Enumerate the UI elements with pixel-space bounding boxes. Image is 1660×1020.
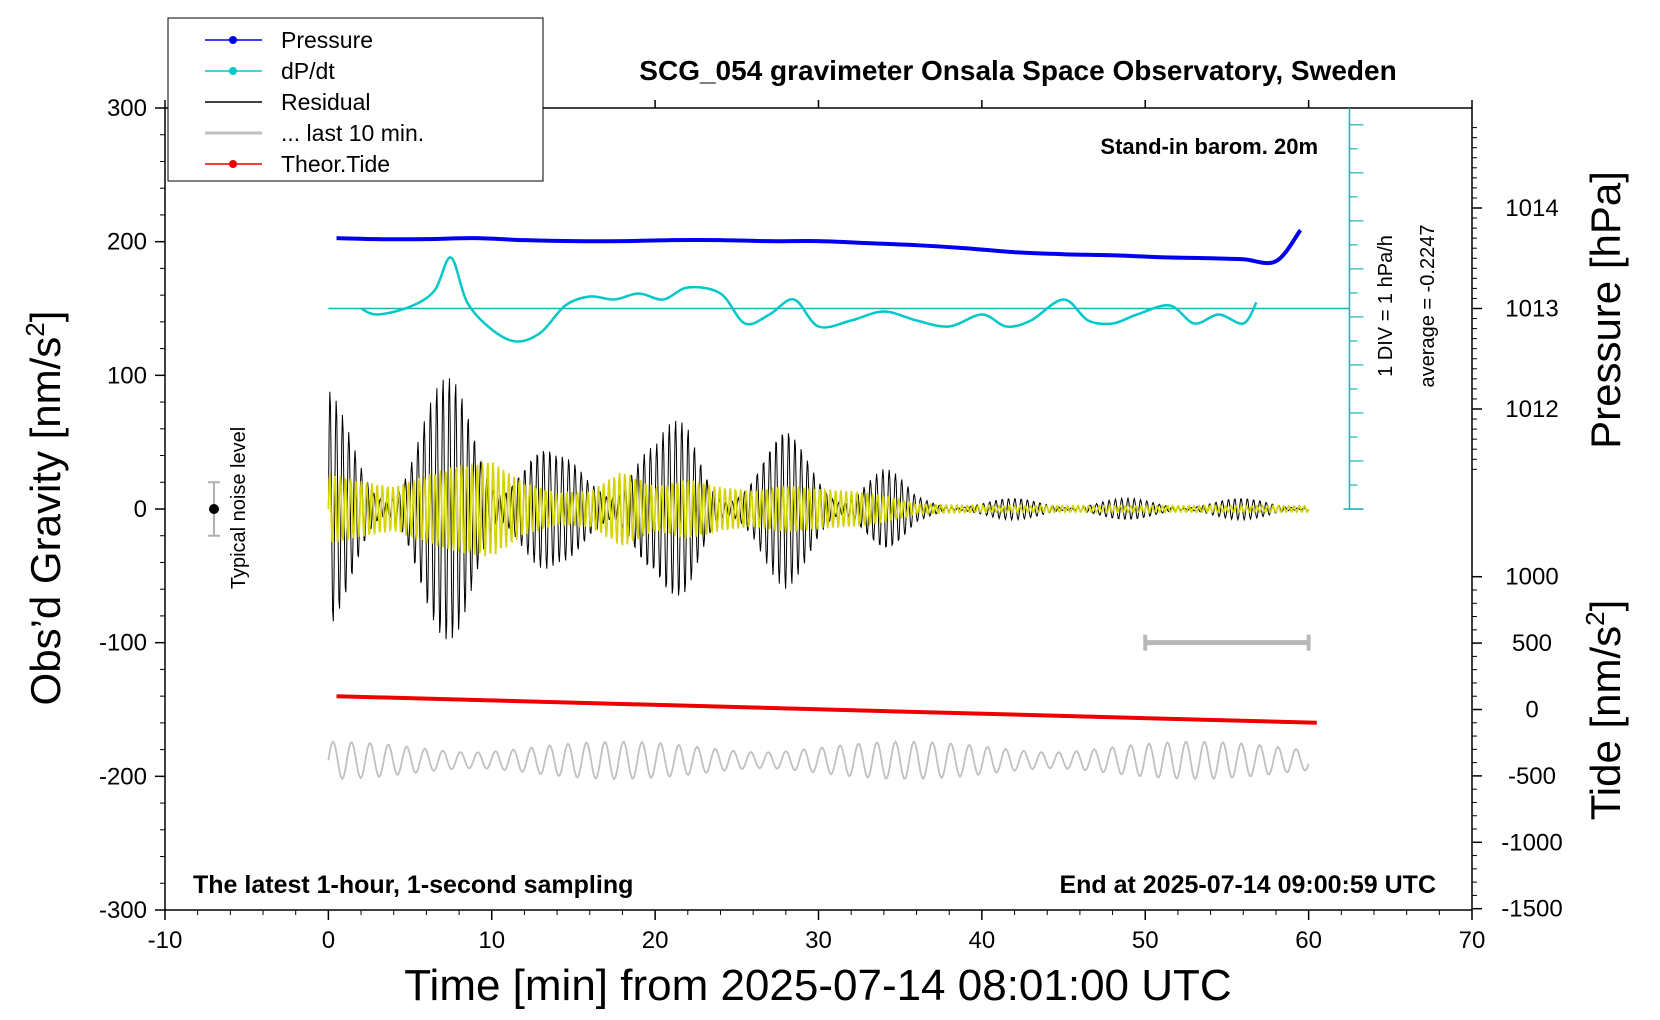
y-axis-label-left-main: Obs’d Gravity [nm/s [22,337,69,706]
y-tick-label-tide: 500 [1512,630,1552,657]
y-tick-label-tide: 0 [1525,697,1538,724]
x-tick-label: 50 [1132,927,1159,954]
last-10-min-line [327,740,1310,781]
y-tick-label-pressure: 1014 [1505,195,1558,222]
tide-line [336,694,1317,725]
y-axis-label-tide-main: Tide [nm/s [1582,626,1629,821]
y-axis-label-left-close: ] [22,311,69,323]
dpdt-line [360,256,1258,343]
x-tick-label: 0 [322,927,335,954]
noise-bar-dot [209,504,220,514]
legend-label: Pressure [281,27,373,53]
chart-title: SCG_054 gravimeter Onsala Space Observat… [639,55,1396,86]
x-tick-label: 40 [969,927,996,954]
legend-marker [229,36,237,44]
average-note: average = -0.2247 [1417,225,1439,388]
y-tick-label-tide: -1000 [1501,829,1562,856]
legend: Pressure dP/dt Residual ... last 10 min. The… [167,17,544,182]
x-tick-label: 10 [478,927,505,954]
legend-label: dP/dt [281,58,335,84]
y-axis-label-tide-sup: 2 [1580,611,1610,625]
legend-label: ... last 10 min. [281,120,424,146]
y-axis-label-tide: Tide [nm/s2] [1580,600,1629,821]
y-tick-label-left: -100 [99,630,147,657]
x-tick-label: -10 [148,927,183,954]
x-tick-label: 70 [1459,927,1486,954]
y-tick-label-left: 300 [107,95,147,122]
residual-filtered-line [327,462,1310,557]
legend-marker [229,160,237,168]
y-axis-label-left: Obs’d Gravity [nm/s2] [20,311,69,706]
y-tick-label-left: 200 [107,229,147,256]
y-tick-label-tide: -500 [1508,763,1556,790]
y-tick-label-left: -200 [99,763,147,790]
x-axis-label: Time [min] from 2025-07-14 08:01:00 UTC [404,961,1231,1010]
bottom-right-note: End at 2025-07-14 09:00:59 UTC [1059,871,1436,899]
y-axis-label-pressure: Pressure [hPa] [1582,171,1629,449]
y-axis-label-left-sup: 2 [20,322,50,336]
barometer-note: Stand-in barom. 20m [1100,134,1318,159]
y-tick-label-pressure: 1012 [1505,396,1558,423]
bottom-left-note: The latest 1-hour, 1-second sampling [193,871,633,899]
x-tick-label: 20 [642,927,669,954]
y-tick-label-tide: 1000 [1505,564,1558,591]
legend-marker [229,67,237,75]
legend-label: Theor.Tide [281,151,390,177]
legend-label: Residual [281,89,371,115]
div-scale-note: 1 DIV = 1 hPa/h [1375,235,1397,377]
y-axis-label-tide-close: ] [1582,600,1629,612]
series-layer [208,108,1364,781]
y-tick-label-pressure: 1013 [1505,296,1558,323]
y-tick-label-left: 100 [107,362,147,389]
pressure-line [336,228,1303,266]
axis-ticks: -10 0 10 20 30 40 50 60 70-300-200-1000100200300… [99,95,1563,954]
y-tick-label-left: -300 [99,897,147,924]
y-tick-label-tide: -1500 [1501,896,1562,923]
x-tick-label: 60 [1295,927,1322,954]
noise-level-note: Typical noise level [228,427,250,589]
legend-box [167,17,544,182]
y-tick-label-left: 0 [134,496,147,523]
x-tick-label: 30 [805,927,832,954]
